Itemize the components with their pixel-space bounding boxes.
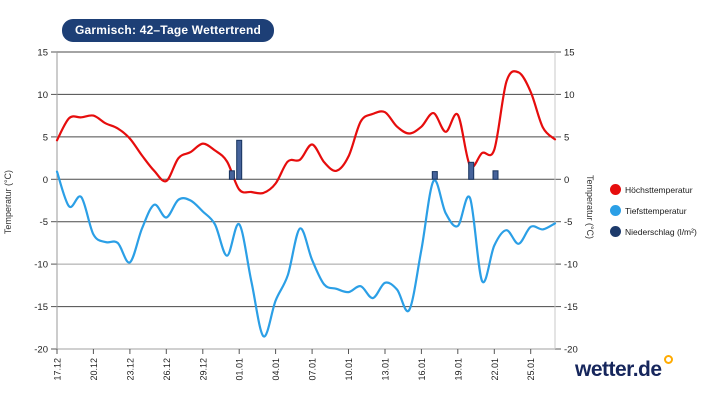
x-tick-label: 25.01 [526, 358, 536, 381]
precip-bar [236, 139, 243, 180]
y-tick-label-left: -10 [34, 260, 48, 271]
legend-dot-icon [610, 184, 621, 195]
y-tick-label-left: 0 [43, 175, 48, 186]
x-tick-label: 17.12 [53, 358, 63, 381]
legend-dot-icon [610, 226, 621, 237]
x-tick-label: 10.01 [344, 358, 354, 381]
y-tick-label-left: -20 [34, 345, 48, 356]
legend-item-0: Höchsttemperatur [610, 184, 716, 195]
y-tick-label-left: 10 [37, 90, 48, 101]
legend-item-1: Tiefsttemperatur [610, 205, 716, 216]
y-tick-label-right: 10 [564, 90, 575, 101]
legend-label: Tiefsttemperatur [625, 205, 687, 216]
y-tick-label-right: 15 [564, 48, 575, 59]
x-tick-label: 29.12 [198, 358, 208, 381]
y-axis-title-left: Temperatur (°C) [3, 169, 14, 235]
y-tick-label-left: 15 [37, 48, 48, 59]
y-tick-label-right: -10 [564, 260, 578, 271]
temp-min-line [55, 170, 557, 338]
y-axis-title-right: Temperatur (°C) [585, 174, 596, 240]
y-tick-label-right: -5 [564, 217, 572, 228]
legend-item-2: Niederschlag (l/m²) [610, 226, 716, 237]
y-tick-label-left: -15 [34, 302, 48, 313]
legend-label: Höchsttemperatur [625, 184, 693, 195]
chart-legend: Höchsttemperatur Tiefsttemperatur Niedersc… [610, 184, 716, 247]
x-tick-label: 16.01 [417, 358, 427, 381]
wetter-de-logo: wetter.de [575, 355, 673, 382]
x-tick-label: 07.01 [308, 358, 318, 381]
y-tick-label-left: 5 [43, 132, 48, 143]
precip-bar [468, 161, 475, 180]
y-tick-label-right: 5 [564, 132, 569, 143]
y-tick-label-right: -15 [564, 302, 578, 313]
x-tick-label: 13.01 [380, 358, 390, 381]
x-tick-label: 01.01 [235, 358, 245, 381]
x-tick-label: 04.01 [271, 358, 281, 381]
x-tick-label: 19.01 [453, 358, 463, 381]
logo-text: wetter.de [575, 358, 662, 381]
legend-dot-icon [610, 205, 621, 216]
precip-bar [228, 170, 235, 180]
x-tick-label: 22.01 [490, 358, 500, 381]
y-tick-label-right: -20 [564, 345, 578, 356]
precip-bar [492, 170, 499, 180]
x-tick-label: 20.12 [89, 358, 99, 381]
precip-bar [431, 171, 438, 180]
degree-icon [663, 355, 673, 364]
x-tick-label: 23.12 [125, 358, 135, 381]
x-tick-label: 26.12 [162, 358, 172, 381]
temp-max-line [55, 70, 557, 195]
chart-title-badge: Garmisch: 42–Tage Wettertrend [62, 19, 275, 42]
y-tick-label-right: 0 [564, 175, 569, 186]
y-tick-label-left: -5 [40, 217, 48, 228]
legend-label: Niederschlag (l/m²) [625, 226, 697, 237]
